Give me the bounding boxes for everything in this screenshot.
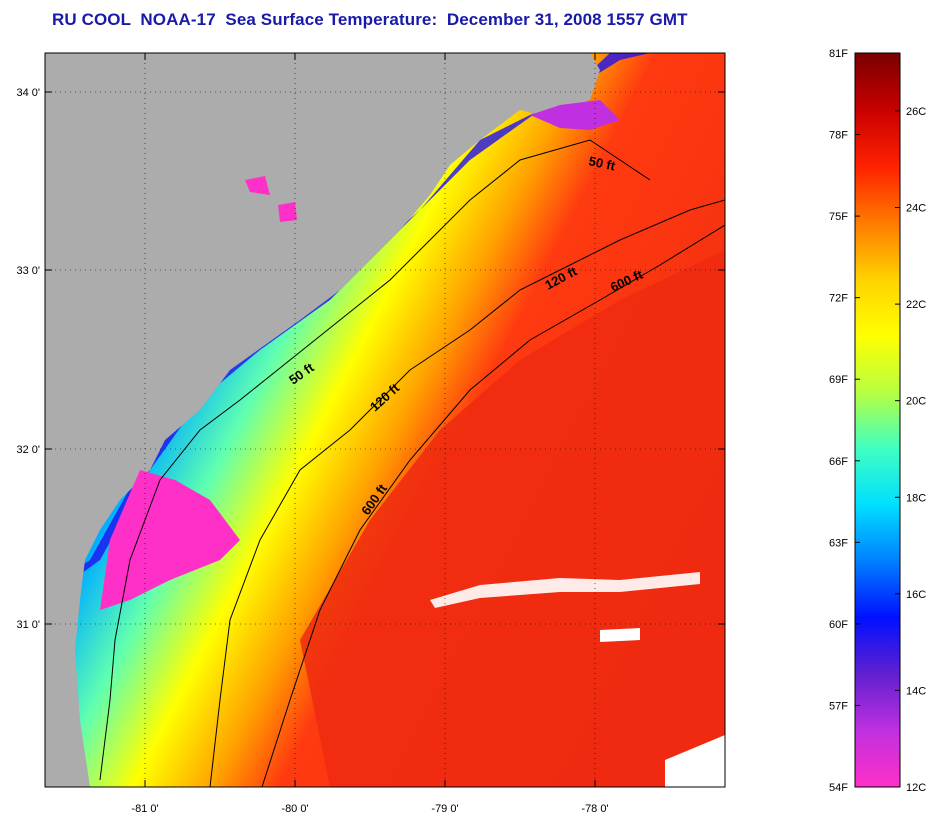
- contour-120ft: [209, 199, 725, 787]
- colorbar-c-label: 16C: [906, 589, 926, 601]
- map-title: RU COOL NOAA-17 Sea Surface Temperature:…: [52, 10, 688, 29]
- colorbar-f-label: 81F: [829, 48, 848, 60]
- lat-label: 33 0': [16, 265, 40, 277]
- colorbar-f-label: 75F: [829, 211, 848, 223]
- colorbar-c-label: 18C: [906, 492, 926, 504]
- contour-600ft: [261, 224, 725, 787]
- colorbar-f-label: 63F: [829, 537, 848, 549]
- contour-50ft: [99, 139, 651, 781]
- colorbar-f-label: 78F: [829, 130, 848, 142]
- colorbar-c-label: 22C: [906, 299, 926, 311]
- colorbar-f-label: 54F: [829, 782, 848, 794]
- lon-label: -80 0': [281, 803, 308, 815]
- land: [45, 53, 600, 787]
- colorbar-f-label: 72F: [829, 293, 848, 305]
- lon-label: -79 0': [431, 803, 458, 815]
- cold-patch: [530, 100, 620, 130]
- axis-ticks: [45, 53, 725, 787]
- colorbar-c-label: 20C: [906, 396, 926, 408]
- map-frame: [44, 52, 726, 788]
- lat-label: 34 0': [16, 87, 40, 99]
- lon-label: -78 0': [581, 803, 608, 815]
- fahrenheit-labels: 81F 78F 75F 72F 69F 66F 63F 60F 57F 54F: [829, 48, 860, 794]
- celsius-labels: 26C 24C 22C 20C 18C 16C 14C 12C: [895, 106, 926, 794]
- graticule: [45, 53, 725, 787]
- colorbar-c-label: 14C: [906, 685, 926, 697]
- colorbar-f-label: 60F: [829, 619, 848, 631]
- cloud-patch: [430, 572, 700, 608]
- inland-cold-patch: [245, 176, 270, 195]
- lat-label: 31 0': [16, 619, 40, 631]
- inland-cold-patch: [278, 202, 297, 222]
- colorbar-c-label: 12C: [906, 782, 926, 794]
- coastal-cold-band: [45, 53, 650, 600]
- warm-water: [300, 250, 725, 787]
- cloud-patch: [665, 735, 725, 787]
- colorbar-c-label: 24C: [906, 203, 926, 215]
- colorbar-c-label: 26C: [906, 106, 926, 118]
- lat-label: 32 0': [16, 444, 40, 456]
- cold-patch: [100, 470, 240, 610]
- colorbar-f-label: 69F: [829, 374, 848, 386]
- colorbar-f-label: 66F: [829, 456, 848, 468]
- colorbar-f-label: 57F: [829, 700, 848, 712]
- colorbar-scale: [854, 52, 901, 788]
- cloud-patch: [600, 628, 640, 642]
- lon-label: -81 0': [131, 803, 158, 815]
